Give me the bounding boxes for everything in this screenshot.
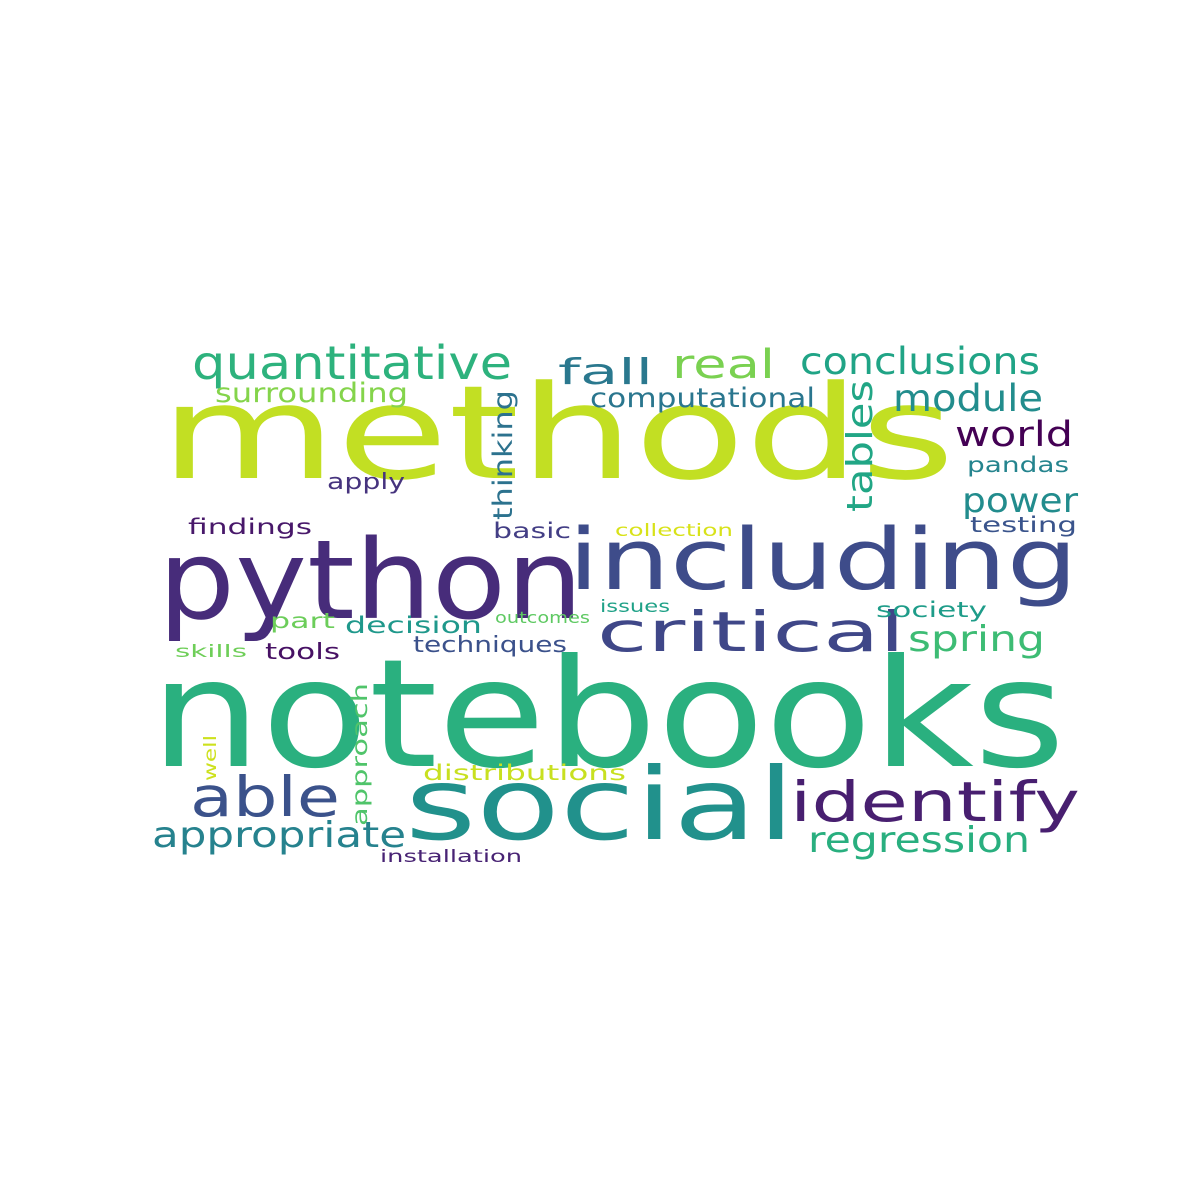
word-fall: fall: [558, 352, 654, 393]
word-distributions: distributions: [423, 761, 626, 785]
word-social: social: [405, 746, 796, 863]
word-regression: regression: [808, 820, 1031, 861]
word-critical: critical: [597, 600, 905, 664]
word-issues: issues: [600, 597, 671, 617]
word-well: well: [201, 734, 221, 781]
word-pandas: pandas: [967, 453, 1070, 477]
word-collection: collection: [615, 521, 734, 541]
word-testing: testing: [970, 513, 1078, 537]
word-skills: skills: [175, 642, 247, 662]
word-able: able: [190, 765, 340, 829]
word-tables: tables: [840, 379, 881, 512]
word-identify: identify: [790, 770, 1080, 834]
word-including: including: [568, 511, 1078, 610]
word-part: part: [270, 609, 336, 633]
word-outcomes: outcomes: [495, 608, 590, 627]
word-quantitative: quantitative: [192, 336, 513, 390]
word-appropriate: appropriate: [152, 815, 407, 856]
word-techniques: techniques: [413, 633, 568, 658]
word-thinking: thinking: [488, 390, 519, 520]
word-conclusions: conclusions: [800, 340, 1040, 383]
word-basic: basic: [493, 519, 572, 543]
word-methods: methods: [160, 357, 955, 509]
word-findings: findings: [188, 515, 313, 539]
word-computational: computational: [590, 383, 816, 414]
word-module: module: [893, 377, 1044, 420]
word-python: python: [158, 516, 584, 644]
word-surrounding: surrounding: [215, 378, 409, 409]
word-decision: decision: [345, 613, 483, 639]
word-power: power: [962, 481, 1079, 521]
word-tools: tools: [265, 640, 341, 665]
word-society: society: [876, 598, 988, 622]
word-real: real: [672, 342, 776, 388]
word-notebooks: notebooks: [150, 628, 1066, 802]
word-apply: apply: [327, 470, 405, 495]
word-installation: installation: [380, 847, 523, 867]
word-approach: approach: [348, 683, 372, 826]
word-world: world: [955, 415, 1073, 455]
word-spring: spring: [908, 619, 1045, 660]
